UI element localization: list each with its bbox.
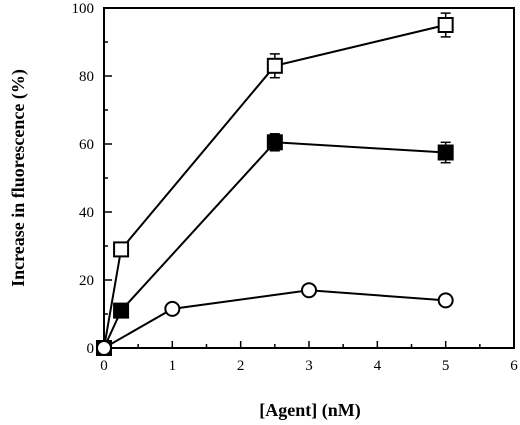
y-tick-label: 40 [79,205,94,221]
data-point [266,134,283,151]
y-tick-label: 0 [87,341,95,357]
y-tick-label: 60 [79,137,94,153]
data-point [266,57,283,74]
x-tick-label: 3 [305,358,313,374]
series-layer [96,12,454,356]
series-open-circle [96,282,454,356]
data-point [113,241,130,258]
y-axis-title: Increase in fluorescence (%) [8,69,29,287]
data-point [113,302,130,319]
series-line [103,141,446,349]
y-tick-label: 80 [79,69,94,85]
data-point [96,340,112,356]
data-point [437,17,454,33]
x-tick-label: 5 [442,358,450,374]
x-tick-label: 0 [100,358,108,374]
data-point [164,300,181,317]
data-point [437,292,454,309]
x-tick-label: 6 [510,358,518,374]
data-point [301,282,317,299]
series-line [103,289,446,349]
x-axis-title: [Agent] (nM) [259,400,360,421]
x-tick-label: 1 [169,358,177,374]
y-tick-label: 100 [72,1,95,17]
series-line [103,24,446,349]
series-open-square [96,12,454,356]
x-tick-label: 4 [374,358,382,374]
data-point [437,144,454,161]
y-tick-label: 20 [79,273,94,289]
x-tick-label: 2 [237,358,245,374]
